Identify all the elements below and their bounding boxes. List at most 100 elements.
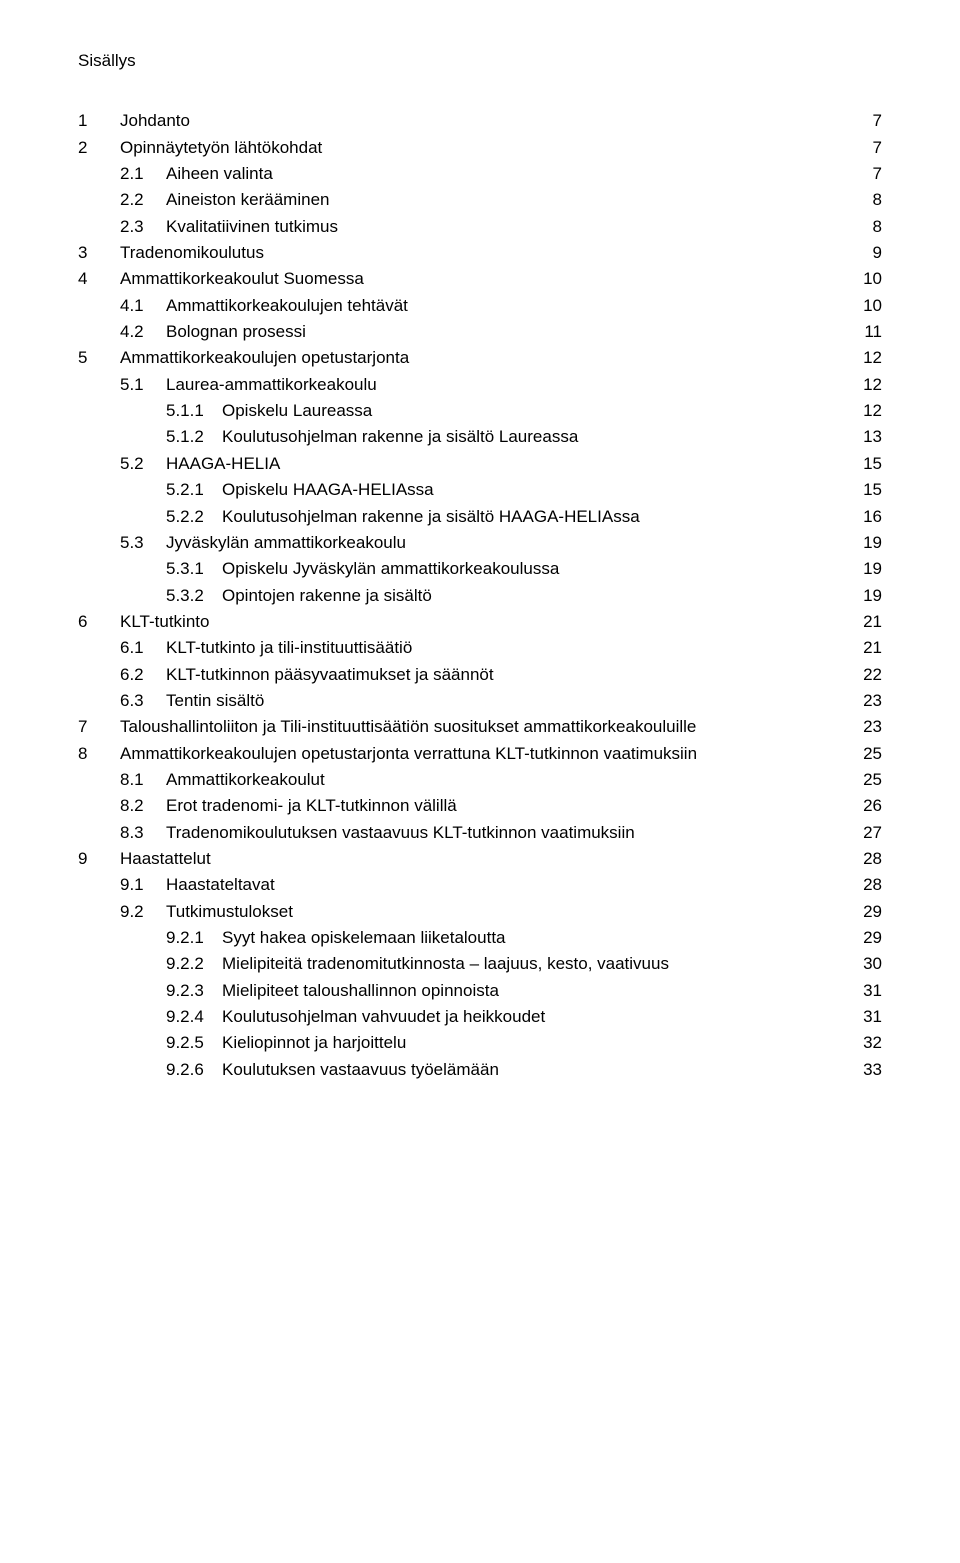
toc-entry-page: 10 [863,266,882,292]
toc-entry-title: Tradenomikoulutuksen vastaavuus KLT-tutk… [166,820,635,846]
toc-entry-number: 4.2 [120,319,166,345]
toc-entry-page: 21 [863,609,882,635]
toc-entry: 8.3Tradenomikoulutuksen vastaavuus KLT-t… [78,820,882,846]
toc-entry-page: 27 [863,820,882,846]
toc-entry-page: 7 [873,108,882,134]
toc-entry-title: Tentin sisältö [166,688,264,714]
toc-entry-page: 19 [863,583,882,609]
toc-entry-page: 32 [863,1030,882,1056]
toc-entry-number: 3 [78,240,120,266]
toc-entry-page: 12 [863,398,882,424]
toc-entry: 5.3.2Opintojen rakenne ja sisältö 19 [78,583,882,609]
toc-entry: 1Johdanto 7 [78,108,882,134]
toc-entry-title: Ammattikorkeakoulujen tehtävät [166,293,408,319]
toc-entry-title: Jyväskylän ammattikorkeakoulu [166,530,406,556]
toc-entry: 5.2.1Opiskelu HAAGA-HELIAssa 15 [78,477,882,503]
toc-entry-page: 23 [863,688,882,714]
toc-entry-title: Kvalitatiivinen tutkimus [166,214,338,240]
toc-entry-title: Tradenomikoulutus [120,240,264,266]
toc-entry-page: 28 [863,872,882,898]
toc-entry-number: 2.3 [120,214,166,240]
toc-entry: 9Haastattelut 28 [78,846,882,872]
toc-entry-page: 8 [873,214,882,240]
toc-entry: 5Ammattikorkeakoulujen opetustarjonta 12 [78,345,882,371]
toc-entry-number: 8 [78,741,120,767]
toc-entry-title: Mielipiteet taloushallinnon opinnoista [222,978,499,1004]
toc-entry: 6.1KLT-tutkinto ja tili-instituuttisääti… [78,635,882,661]
toc-entry-number: 5.3.2 [166,583,222,609]
toc-entry-number: 5.1.2 [166,424,222,450]
toc-entry-number: 6.3 [120,688,166,714]
toc-entry-title: Haastateltavat [166,872,275,898]
toc-entry-page: 29 [863,899,882,925]
toc-entry-number: 9.2.6 [166,1057,222,1083]
toc-entry-number: 8.3 [120,820,166,846]
toc-entry: 9.1Haastateltavat 28 [78,872,882,898]
toc-entry: 5.3Jyväskylän ammattikorkeakoulu 19 [78,530,882,556]
toc-entry-number: 9.2.5 [166,1030,222,1056]
toc-entry: 4.2Bolognan prosessi 11 [78,319,882,345]
toc-entry-page: 21 [863,635,882,661]
toc-entry-title: Opintojen rakenne ja sisältö [222,583,432,609]
toc-entry-number: 9 [78,846,120,872]
toc-entry-title: Opiskelu HAAGA-HELIAssa [222,477,434,503]
toc-entry-number: 1 [78,108,120,134]
toc-entry: 2.1Aiheen valinta 7 [78,161,882,187]
toc-entry-page: 10 [863,293,882,319]
toc-entry-title: Koulutusohjelman rakenne ja sisältö Laur… [222,424,578,450]
page-title: Sisällys [78,48,882,74]
toc-entry-title: Koulutusohjelman rakenne ja sisältö HAAG… [222,504,640,530]
toc-entry-number: 8.2 [120,793,166,819]
toc-entry-page: 25 [863,741,882,767]
toc-entry-title: Taloushallintoliiton ja Tili-instituutti… [120,714,696,740]
toc-entry-title: Mielipiteitä tradenomitutkinnosta – laaj… [222,951,669,977]
toc-entry-page: 25 [863,767,882,793]
toc-entry: 5.1.1Opiskelu Laureassa 12 [78,398,882,424]
toc-entry-number: 5.2.2 [166,504,222,530]
toc-entry-page: 15 [863,451,882,477]
toc-entry-page: 12 [863,372,882,398]
toc-entry: 4.1Ammattikorkeakoulujen tehtävät 10 [78,293,882,319]
toc-entry-page: 7 [873,135,882,161]
toc-entry-title: KLT-tutkinto [120,609,209,635]
toc-entry: 5.3.1Opiskelu Jyväskylän ammattikorkeako… [78,556,882,582]
toc-entry-page: 29 [863,925,882,951]
toc-entry-title: Laurea-ammattikorkeakoulu [166,372,377,398]
toc-entry-title: Tutkimustulokset [166,899,293,925]
toc-entry-number: 2.2 [120,187,166,213]
toc-entry-number: 6.2 [120,662,166,688]
toc-entry-title: Ammattikorkeakoulut [166,767,325,793]
toc-entry-page: 28 [863,846,882,872]
toc-entry-number: 9.2.3 [166,978,222,1004]
toc-entry-page: 19 [863,556,882,582]
toc-entry: 9.2.5Kieliopinnot ja harjoittelu 32 [78,1030,882,1056]
toc-entry: 8.2Erot tradenomi- ja KLT-tutkinnon väli… [78,793,882,819]
toc-entry-page: 13 [863,424,882,450]
toc-entry-page: 16 [863,504,882,530]
toc-entry-number: 9.2.2 [166,951,222,977]
toc-entry-page: 31 [863,1004,882,1030]
toc-entry-title: Koulutuksen vastaavuus työelämään [222,1057,499,1083]
toc-entry: 2.3Kvalitatiivinen tutkimus 8 [78,214,882,240]
toc-entry-page: 19 [863,530,882,556]
toc-entry: 6.2KLT-tutkinnon pääsyvaatimukset ja sää… [78,662,882,688]
toc-entry: 4Ammattikorkeakoulut Suomessa 10 [78,266,882,292]
toc-entry-title: Ammattikorkeakoulujen opetustarjonta [120,345,409,371]
toc-entry-title: Syyt hakea opiskelemaan liiketaloutta [222,925,506,951]
toc-entry-title: Ammattikorkeakoulut Suomessa [120,266,364,292]
toc-entry-page: 30 [863,951,882,977]
toc-entry-number: 5 [78,345,120,371]
toc-entry-number: 2.1 [120,161,166,187]
toc-entry: 9.2.4Koulutusohjelman vahvuudet ja heikk… [78,1004,882,1030]
toc-entry: 6.3Tentin sisältö 23 [78,688,882,714]
toc-entry-title: Kieliopinnot ja harjoittelu [222,1030,406,1056]
toc-entry-page: 33 [863,1057,882,1083]
toc-entry-number: 5.1.1 [166,398,222,424]
toc-entry-title: Opiskelu Laureassa [222,398,372,424]
toc-entry: 6KLT-tutkinto 21 [78,609,882,635]
toc-entry: 5.2HAAGA-HELIA 15 [78,451,882,477]
toc-entry-title: Aiheen valinta [166,161,273,187]
toc-entry-page: 26 [863,793,882,819]
toc-entry-title: Opinnäytetyön lähtökohdat [120,135,322,161]
toc-entry-number: 8.1 [120,767,166,793]
